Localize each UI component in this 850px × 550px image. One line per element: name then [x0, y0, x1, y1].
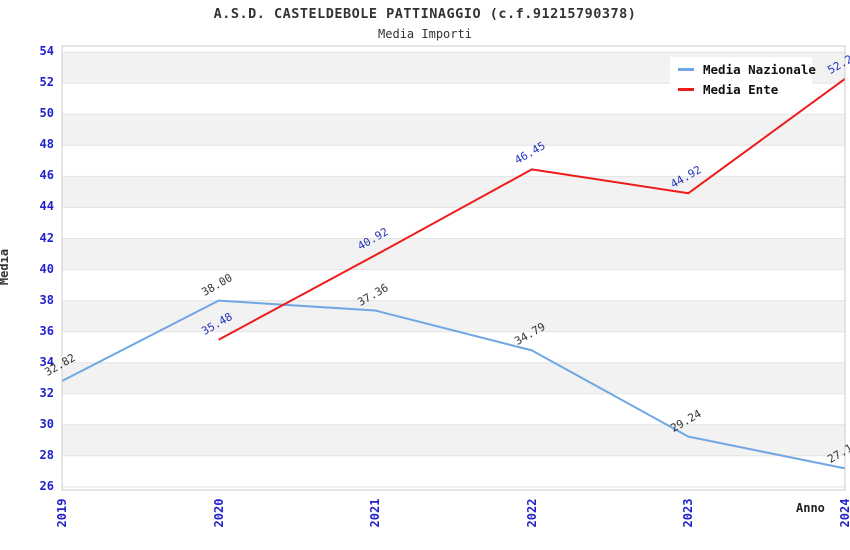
chart-subtitle: Media Importi [378, 27, 472, 41]
grid-band [62, 176, 845, 208]
plot-border [61, 45, 846, 491]
grid-band [62, 238, 845, 270]
legend-item-media-nazionale: Media Nazionale [678, 59, 816, 79]
grid-band [62, 114, 845, 146]
legend-label-media-nazionale: Media Nazionale [703, 61, 816, 77]
chart-title: A.S.D. CASTELDEBOLE PATTINAGGIO (c.f.912… [213, 6, 637, 22]
legend-swatch-media-nazionale-icon [678, 67, 694, 71]
grid-band [62, 424, 845, 456]
series-line-media-ente [218, 77, 846, 341]
series-line-media-nazionale [61, 299, 846, 470]
legend: Media Nazionale Media Ente [670, 57, 816, 100]
grid-band [62, 362, 845, 394]
legend-item-media-ente: Media Ente [678, 79, 812, 99]
legend-label-media-ente: Media Ente [703, 81, 779, 97]
grid-band [62, 300, 845, 332]
legend-swatch-media-ente-icon [678, 87, 694, 91]
x-axis-title: Anno [796, 501, 825, 515]
